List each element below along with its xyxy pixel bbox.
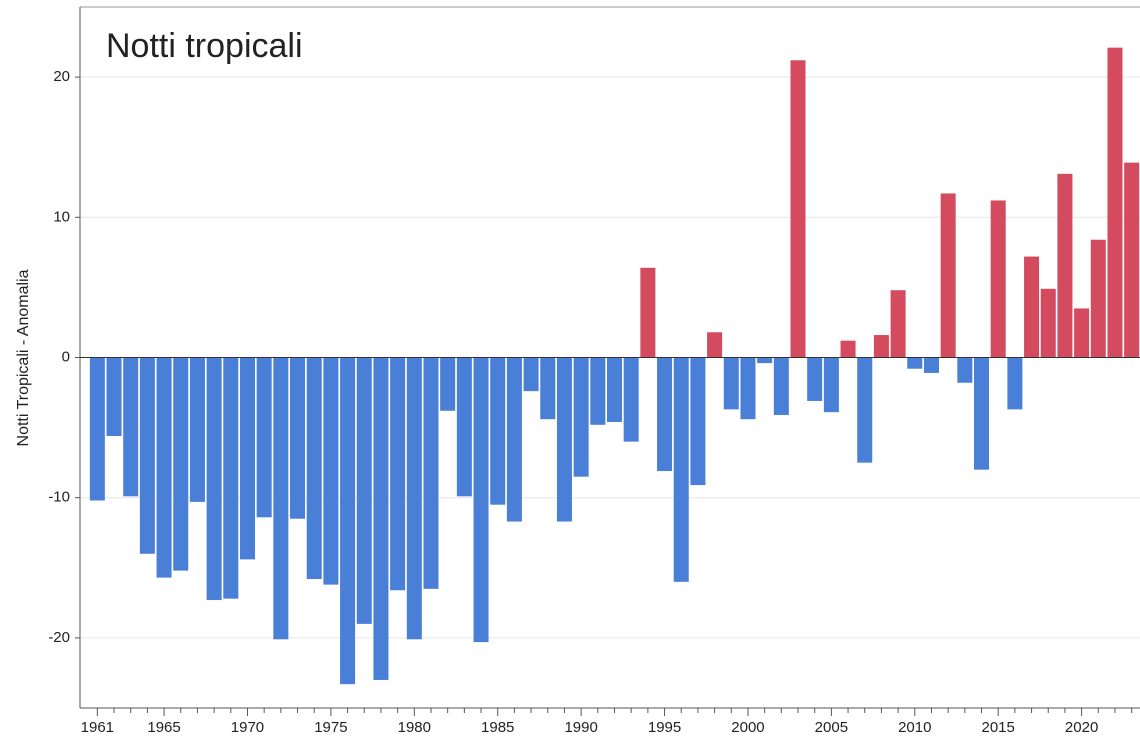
- bar: [506, 357, 522, 522]
- bar: [89, 357, 105, 501]
- bar: [1074, 308, 1090, 358]
- bar: [723, 357, 739, 410]
- bar: [940, 193, 956, 358]
- bar: [873, 335, 889, 358]
- bar: [423, 357, 439, 589]
- bar: [1057, 173, 1073, 358]
- bar: [623, 357, 639, 442]
- bar: [690, 357, 706, 486]
- x-tick-label: 1961: [81, 719, 114, 736]
- bar: [473, 357, 489, 643]
- bar: [773, 357, 789, 415]
- x-tick-label: 1980: [398, 719, 431, 736]
- y-tick-label: 20: [53, 68, 70, 85]
- bar: [807, 357, 823, 401]
- bar: [573, 357, 589, 477]
- x-tick-label: 1965: [147, 719, 180, 736]
- x-tick-label: 2020: [1065, 719, 1098, 736]
- bar: [1090, 239, 1106, 358]
- bar: [890, 290, 906, 358]
- bar: [306, 357, 322, 580]
- y-tick-label: -10: [48, 489, 70, 506]
- bar: [106, 357, 122, 437]
- bar: [974, 357, 990, 470]
- bar: [356, 357, 372, 624]
- bar: [1007, 357, 1023, 410]
- y-tick-label: -20: [48, 629, 70, 646]
- bar: [290, 357, 306, 519]
- bar: [740, 357, 756, 420]
- bar: [673, 357, 689, 582]
- x-tick-label: 1985: [481, 719, 514, 736]
- bar: [857, 357, 873, 463]
- x-tick-label: 1975: [314, 719, 347, 736]
- bar: [123, 357, 139, 497]
- bar: [1124, 162, 1140, 358]
- bar: [440, 357, 456, 411]
- bar: [340, 357, 356, 685]
- bar: [640, 267, 656, 358]
- bar: [189, 357, 205, 502]
- bar: [1024, 256, 1040, 358]
- bar: [223, 357, 239, 599]
- bar: [256, 357, 272, 518]
- bar: [923, 357, 939, 373]
- x-tick-label: 1990: [564, 719, 597, 736]
- bar: [590, 357, 606, 425]
- x-tick-label: 2005: [815, 719, 848, 736]
- bar: [707, 332, 723, 358]
- bar: [823, 357, 839, 413]
- bar: [490, 357, 506, 505]
- bar: [239, 357, 255, 560]
- bar: [606, 357, 623, 422]
- y-tick-label: 0: [62, 348, 70, 365]
- bar: [173, 357, 189, 571]
- bar: [840, 340, 856, 358]
- x-tick-label: 2010: [898, 719, 931, 736]
- x-tick-label: 2015: [982, 719, 1015, 736]
- bar: [523, 357, 539, 392]
- bar: [390, 357, 406, 591]
- bar: [406, 357, 422, 640]
- bar: [990, 200, 1006, 358]
- y-tick-label: 10: [53, 208, 70, 225]
- bar: [323, 357, 339, 585]
- bar: [540, 357, 556, 420]
- bar: [273, 357, 289, 640]
- bar: [657, 357, 673, 472]
- bar: [1040, 288, 1056, 358]
- bar: [907, 357, 923, 369]
- y-axis-label: Notti Tropicali - Anomalia: [15, 269, 32, 446]
- bar: [757, 357, 773, 364]
- bar: [556, 357, 572, 522]
- bar: [456, 357, 472, 497]
- bar: [156, 357, 172, 578]
- chart-title: Notti tropicali: [106, 27, 303, 65]
- bar: [1107, 47, 1123, 358]
- x-tick-label: 1995: [648, 719, 681, 736]
- bar: [373, 357, 389, 680]
- bar: [206, 357, 222, 601]
- x-tick-label: 2000: [731, 719, 764, 736]
- x-tick-label: 1970: [231, 719, 264, 736]
- bar: [957, 357, 973, 383]
- bar: [139, 357, 155, 554]
- bar: [790, 60, 806, 358]
